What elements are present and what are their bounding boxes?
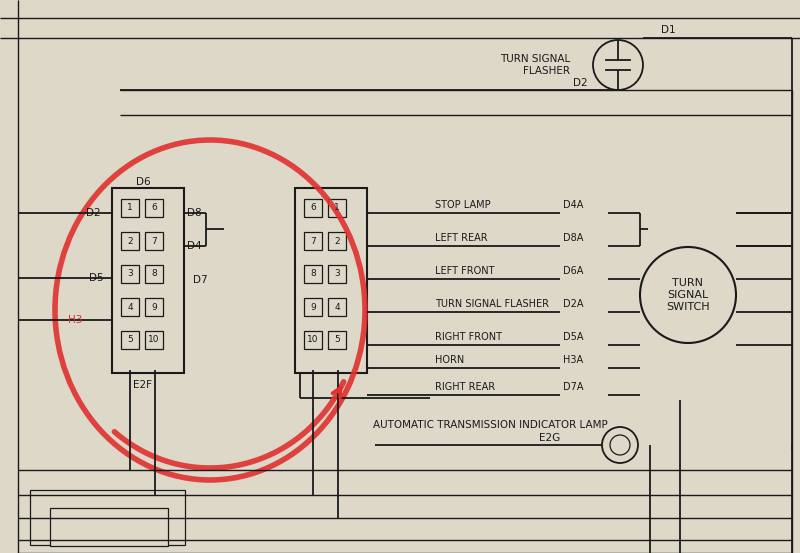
Text: 7: 7 bbox=[310, 237, 316, 246]
Bar bbox=[121, 298, 139, 316]
Text: D6: D6 bbox=[136, 177, 150, 187]
Bar bbox=[328, 232, 346, 250]
Text: LEFT REAR: LEFT REAR bbox=[435, 233, 488, 243]
Bar bbox=[295, 188, 367, 373]
Text: 6: 6 bbox=[310, 204, 316, 212]
Bar bbox=[121, 199, 139, 217]
Bar bbox=[145, 298, 163, 316]
Bar bbox=[304, 265, 322, 283]
Text: 10: 10 bbox=[307, 336, 318, 345]
Text: E2F: E2F bbox=[134, 380, 153, 390]
Text: D2: D2 bbox=[86, 208, 100, 218]
Text: 4: 4 bbox=[127, 302, 133, 311]
Bar bbox=[145, 265, 163, 283]
Text: 8: 8 bbox=[151, 269, 157, 279]
Circle shape bbox=[640, 247, 736, 343]
Text: H3A: H3A bbox=[563, 355, 583, 365]
Bar bbox=[304, 298, 322, 316]
Text: D4: D4 bbox=[186, 241, 202, 251]
Text: D7: D7 bbox=[193, 275, 207, 285]
Text: RIGHT REAR: RIGHT REAR bbox=[435, 382, 495, 392]
Text: D8: D8 bbox=[186, 208, 202, 218]
Text: 1: 1 bbox=[127, 204, 133, 212]
Text: 2: 2 bbox=[334, 237, 340, 246]
Bar bbox=[328, 298, 346, 316]
Bar bbox=[328, 331, 346, 349]
Text: D5: D5 bbox=[89, 273, 103, 283]
Text: 1: 1 bbox=[334, 204, 340, 212]
Text: RIGHT FRONT: RIGHT FRONT bbox=[435, 332, 502, 342]
Text: 8: 8 bbox=[310, 269, 316, 279]
Bar bbox=[304, 199, 322, 217]
Text: 9: 9 bbox=[310, 302, 316, 311]
Text: 7: 7 bbox=[151, 237, 157, 246]
Bar bbox=[145, 331, 163, 349]
Text: 6: 6 bbox=[151, 204, 157, 212]
Bar bbox=[304, 331, 322, 349]
Text: D7A: D7A bbox=[563, 382, 583, 392]
Text: D6A: D6A bbox=[563, 266, 583, 276]
Text: TURN SIGNAL FLASHER: TURN SIGNAL FLASHER bbox=[435, 299, 549, 309]
Text: STOP LAMP: STOP LAMP bbox=[435, 200, 490, 210]
Bar bbox=[304, 232, 322, 250]
Bar bbox=[50, 508, 168, 546]
Bar bbox=[121, 265, 139, 283]
Circle shape bbox=[602, 427, 638, 463]
Bar bbox=[30, 490, 185, 545]
Text: D2A: D2A bbox=[563, 299, 583, 309]
Bar bbox=[121, 232, 139, 250]
Bar bbox=[145, 199, 163, 217]
Bar bbox=[145, 232, 163, 250]
Text: D5A: D5A bbox=[563, 332, 583, 342]
Bar bbox=[112, 188, 184, 373]
Circle shape bbox=[610, 435, 630, 455]
Text: 10: 10 bbox=[148, 336, 160, 345]
Text: H3: H3 bbox=[68, 315, 82, 325]
Text: LEFT FRONT: LEFT FRONT bbox=[435, 266, 494, 276]
Text: D1: D1 bbox=[661, 25, 676, 35]
Bar bbox=[328, 265, 346, 283]
Text: D8A: D8A bbox=[563, 233, 583, 243]
Text: TURN
SIGNAL
SWITCH: TURN SIGNAL SWITCH bbox=[666, 278, 710, 311]
Bar bbox=[328, 199, 346, 217]
Text: E2G: E2G bbox=[538, 433, 560, 443]
Text: 9: 9 bbox=[151, 302, 157, 311]
Text: TURN SIGNAL
FLASHER: TURN SIGNAL FLASHER bbox=[500, 54, 570, 76]
Text: D2: D2 bbox=[574, 78, 588, 88]
Text: HORN: HORN bbox=[435, 355, 464, 365]
Text: AUTOMATIC TRANSMISSION INDICATOR LAMP: AUTOMATIC TRANSMISSION INDICATOR LAMP bbox=[373, 420, 607, 430]
Circle shape bbox=[593, 40, 643, 90]
Text: 5: 5 bbox=[127, 336, 133, 345]
Text: 5: 5 bbox=[334, 336, 340, 345]
Text: 3: 3 bbox=[127, 269, 133, 279]
Bar bbox=[121, 331, 139, 349]
Text: 4: 4 bbox=[334, 302, 340, 311]
Text: D4A: D4A bbox=[563, 200, 583, 210]
Text: 2: 2 bbox=[127, 237, 133, 246]
Text: 3: 3 bbox=[334, 269, 340, 279]
